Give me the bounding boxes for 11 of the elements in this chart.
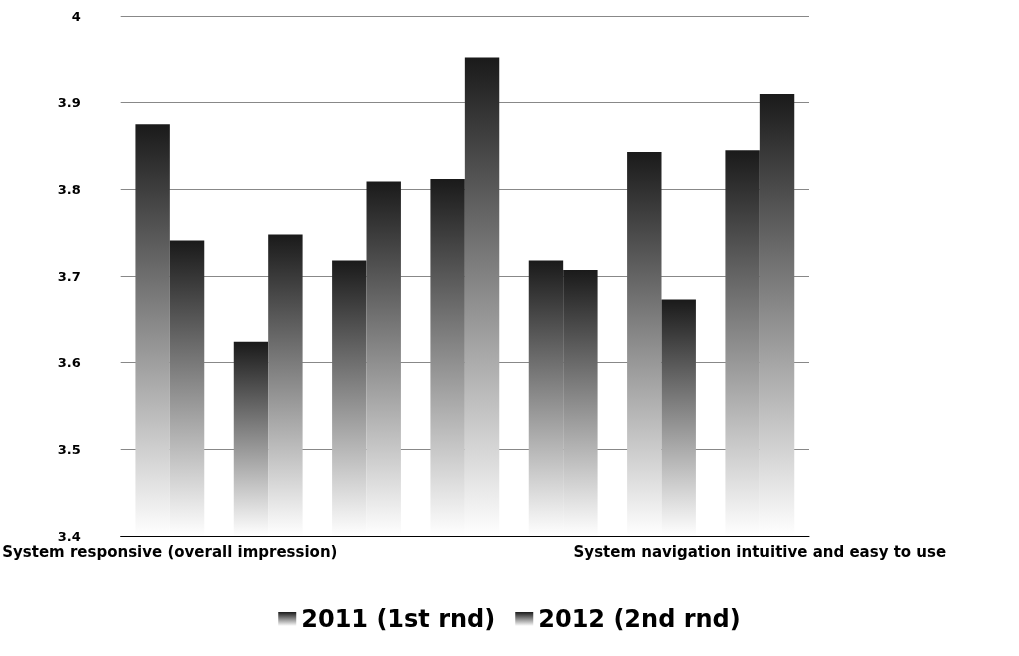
x-tick-label: System navigation intuitive and easy to use (573, 542, 947, 561)
y-tick-label: 3.7 (57, 268, 81, 284)
y-tick-label: 4 (71, 8, 81, 24)
y-tick-label: 3.6 (57, 355, 81, 371)
y-tick-label: 3.9 (57, 95, 81, 111)
legend-label: 2012 (2nd rnd) (538, 605, 741, 633)
y-tick-label: 3.4 (57, 528, 81, 544)
x-tick-label: System responsive (overall impression) (2, 542, 338, 561)
y-tick-label: 3.5 (57, 441, 81, 457)
legend-label: 2011 (1st rnd) (301, 605, 496, 633)
y-tick-label: 3.8 (57, 181, 81, 197)
